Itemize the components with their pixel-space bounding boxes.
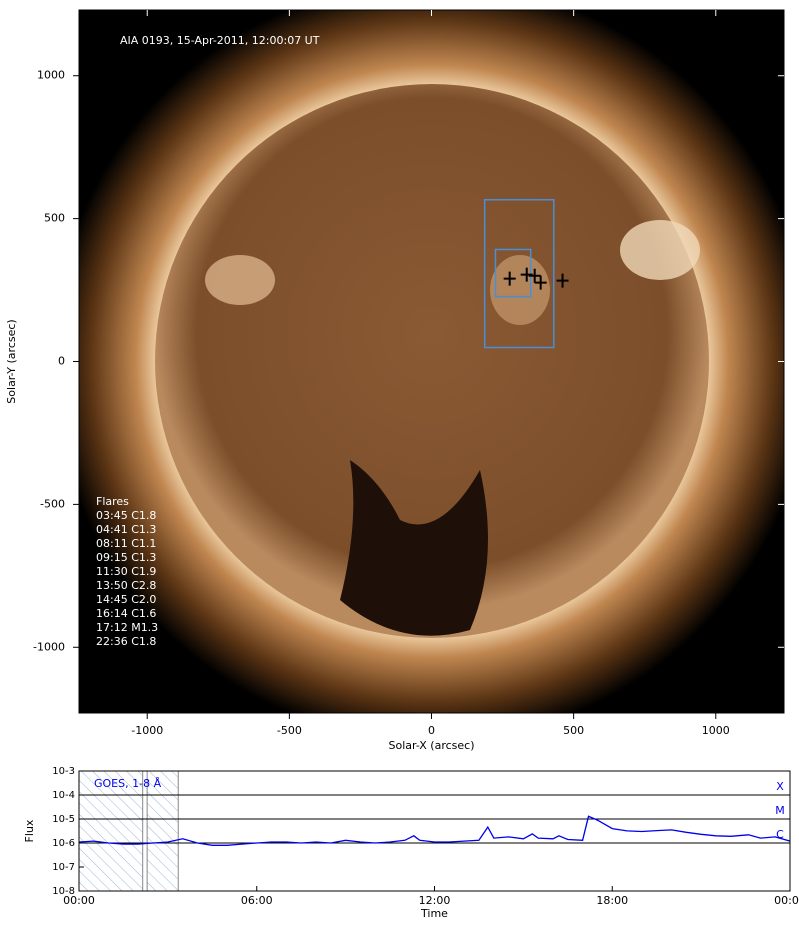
y-tick-label: 10-3 [52, 766, 75, 777]
flare-list-item: 09:15 C1.3 [96, 551, 156, 564]
x-tick-label: 00:00 [774, 894, 799, 907]
x-tick-label: 1000 [702, 724, 730, 737]
data-gap [146, 771, 179, 891]
class-level-label: X [776, 780, 784, 793]
y-tick-label: 10-6 [52, 838, 75, 849]
active-region [620, 220, 700, 280]
coronal-hole [340, 460, 488, 636]
y-tick-label: -1000 [33, 640, 65, 653]
y-axis-label: Flux [23, 819, 36, 842]
flare-list-item: 04:41 C1.3 [96, 523, 156, 536]
x-axis-label: Time [420, 907, 448, 920]
class-level-label: C [776, 828, 784, 841]
goes-panel: XMC00:0006:0012:0018:0000:0010-810-710-6… [23, 766, 799, 920]
image-title: AIA 0193, 15-Apr-2011, 12:00:07 UT [120, 34, 320, 47]
x-tick-label: -500 [277, 724, 302, 737]
goes-label: GOES, 1-8 Å [94, 777, 162, 790]
y-axis-label: Solar-Y (arcsec) [5, 319, 18, 403]
data-gap [79, 771, 144, 891]
solar-panel: -1000 -500 0 500 1000 -1000 -500 0 500 1000 Solar-… [5, 9, 785, 752]
flux-line [79, 815, 790, 846]
flare-list-item: 11:30 C1.9 [96, 565, 156, 578]
roi-box [494, 248, 532, 298]
plot-area [79, 771, 790, 891]
y-tick-label: 10-5 [52, 814, 75, 825]
y-tick-label: 0 [58, 355, 65, 368]
flare-list-item: 17:12 M1.3 [96, 621, 158, 634]
class-level-label: M [775, 804, 785, 817]
x-tick-label: 18:00 [596, 894, 628, 907]
x-tick-label: 12:00 [419, 894, 451, 907]
flare-marker [528, 268, 541, 283]
solar-disk [155, 84, 709, 638]
y-tick-label: 10-4 [52, 790, 75, 801]
flare-marker [503, 271, 516, 286]
plot-background [79, 771, 790, 891]
flare-marker [520, 267, 533, 282]
y-tick-label: 10-8 [52, 886, 75, 897]
x-tick-label: 500 [563, 724, 584, 737]
x-tick-label: 06:00 [241, 894, 273, 907]
flare-list-item: 13:50 C2.8 [96, 579, 156, 592]
flare-list-item: 16:14 C1.6 [96, 607, 156, 620]
x-tick-label: 00:00 [63, 894, 95, 907]
roi-box [483, 199, 555, 349]
flare-list-title: Flares [96, 495, 129, 508]
active-region [490, 255, 550, 325]
y-tick-label: 500 [44, 212, 65, 225]
flare-list-item: 14:45 C2.0 [96, 593, 156, 606]
x-tick-label: -1000 [131, 724, 163, 737]
x-tick-label: 0 [428, 724, 435, 737]
sun [79, 10, 784, 713]
flare-marker [556, 273, 569, 288]
x-axis-label: Solar-X (arcsec) [389, 739, 475, 752]
y-tick-label: -500 [40, 497, 65, 510]
active-region [205, 255, 275, 305]
flare-list-item: 08:11 C1.1 [96, 537, 156, 550]
flare-list-item: 03:45 C1.8 [96, 509, 156, 522]
flare-list-item: 22:36 C1.8 [96, 635, 156, 648]
y-tick-label: 1000 [37, 69, 65, 82]
y-tick-label: 10-7 [52, 862, 75, 873]
flare-marker [534, 275, 547, 290]
